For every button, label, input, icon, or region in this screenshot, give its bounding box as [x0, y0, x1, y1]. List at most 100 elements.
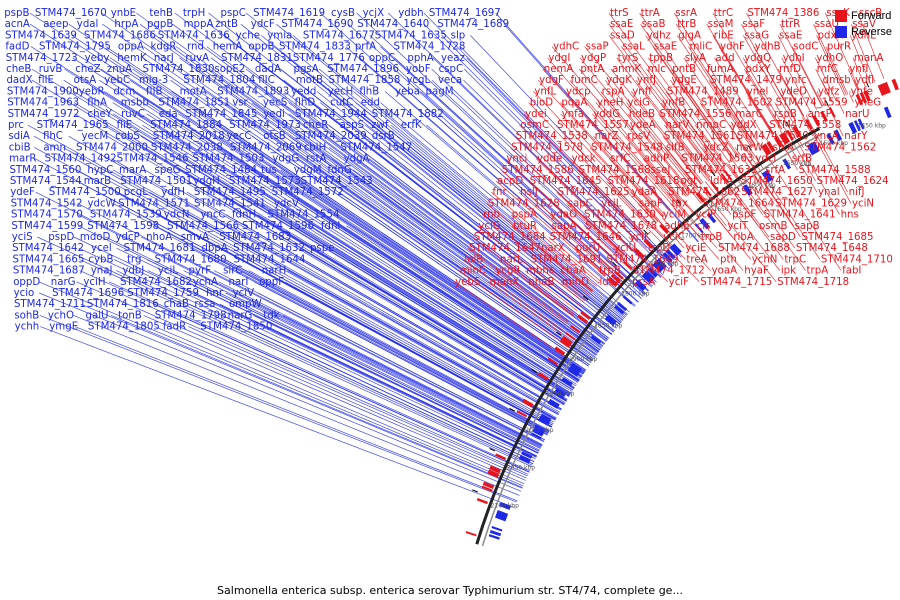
gene-label[interactable]: STM474_1639	[5, 30, 77, 41]
gene-label[interactable]: ompW	[229, 299, 262, 310]
gene-label[interactable]: ydbJ	[122, 266, 144, 277]
gene-label[interactable]: ydhL	[851, 30, 876, 41]
gene-label[interactable]: STM474_1492	[45, 154, 117, 165]
gene-label[interactable]: STM474_1544	[10, 176, 82, 187]
gene-label[interactable]: marA	[119, 165, 146, 176]
gene-label[interactable]: ydgP	[581, 53, 606, 64]
gene-label[interactable]: STM474_1588	[799, 165, 871, 176]
gene-label[interactable]: ydcF	[251, 19, 275, 30]
gene-label[interactable]: fdnH	[232, 210, 256, 221]
gene-label[interactable]: fdnI	[321, 221, 341, 232]
gene-label[interactable]: STM474_1670	[35, 8, 107, 19]
gene-label[interactable]: STM474_1586	[502, 165, 574, 176]
gene-label[interactable]: narG	[51, 277, 76, 288]
gene-label[interactable]: amn	[43, 142, 66, 153]
gene-label[interactable]: ydhC	[553, 42, 579, 53]
gene-label[interactable]: STM474_1501	[120, 176, 192, 187]
gene-label[interactable]: STM474_1640	[357, 19, 429, 30]
gene-label[interactable]: STM474_1540	[737, 131, 809, 142]
gene-label[interactable]: pyrF	[189, 266, 212, 277]
gene-label[interactable]: STM474_1495	[194, 187, 266, 198]
gene-label[interactable]: fliE	[117, 120, 133, 131]
gene-label[interactable]: STM474_1645	[530, 176, 602, 187]
gene-label[interactable]: chaA	[561, 266, 586, 277]
gene-label[interactable]: aeep	[43, 19, 68, 30]
gene-label[interactable]: prsA	[632, 277, 655, 288]
gene-label[interactable]: sapA	[552, 221, 577, 232]
gene-label[interactable]: ttrC	[714, 8, 733, 19]
gene-label[interactable]: ydei	[525, 109, 547, 120]
gene-label[interactable]: STM474_1596	[242, 221, 314, 232]
gene-label[interactable]: hemA	[213, 42, 243, 53]
gene-label[interactable]: dcm	[113, 86, 135, 97]
gene-label[interactable]: bioD	[530, 98, 554, 109]
gene-label[interactable]: trpC	[784, 254, 806, 265]
gene-label[interactable]: STM474_1557	[557, 120, 629, 131]
gene-label[interactable]: STM474_1696	[52, 288, 124, 299]
gene-label[interactable]: STM474_1503	[192, 154, 264, 165]
gene-label[interactable]: ydbh	[398, 8, 423, 19]
gene-label[interactable]: STM474_1619	[253, 8, 325, 19]
gene-label[interactable]: pspe	[310, 243, 335, 254]
gene-label[interactable]: yciK	[630, 232, 651, 243]
gene-label[interactable]: flhA	[87, 98, 107, 109]
gene-label[interactable]: STM474_1598	[87, 221, 159, 232]
gene-label[interactable]: ycjX	[363, 8, 384, 19]
gene-label[interactable]: pspB	[4, 8, 29, 19]
gene-label[interactable]: sopE2	[214, 64, 245, 75]
gene-label[interactable]: STM474_1649	[607, 254, 679, 265]
gene-label[interactable]: yciT	[727, 221, 748, 232]
gene-label[interactable]: ychN	[752, 254, 778, 265]
gene-label[interactable]: adhE	[664, 221, 690, 232]
gene-label[interactable]: ymia	[267, 30, 292, 41]
gene-label[interactable]: ydcl	[755, 154, 776, 165]
gene-label[interactable]: ruvA	[185, 53, 209, 64]
gene-label[interactable]: STM474_1893	[217, 86, 289, 97]
gene-label[interactable]: ssaP	[586, 42, 609, 53]
gene-label[interactable]: oppD	[13, 277, 40, 288]
gene-label[interactable]: ydcW	[87, 198, 115, 209]
gene-label[interactable]: STM474_1851	[158, 98, 230, 109]
gene-label[interactable]: cbiH	[304, 142, 327, 153]
gene-label[interactable]: ydfz	[818, 86, 839, 97]
gene-label[interactable]: cybB	[88, 254, 113, 265]
gene-label[interactable]: narG	[228, 310, 253, 321]
gene-label[interactable]: STM474_1682	[120, 277, 192, 288]
gene-label[interactable]: ydgA	[344, 154, 370, 165]
gene-label[interactable]: cls	[697, 221, 711, 232]
gene-label[interactable]: ydeA	[630, 120, 656, 131]
gene-label[interactable]: STM474_1628	[488, 198, 560, 209]
gene-label[interactable]: STM474_1538	[516, 131, 588, 142]
gene-label[interactable]: STM474_1559	[776, 98, 848, 109]
gene-label[interactable]: manX	[490, 277, 520, 288]
gene-label[interactable]: cheY	[87, 109, 112, 120]
gene-label[interactable]: STM474_1697	[429, 8, 501, 19]
gene-label[interactable]: ssaL	[622, 42, 645, 53]
gene-label[interactable]: narX	[541, 243, 565, 254]
gene-label[interactable]: STM474_1678	[585, 221, 657, 232]
gene-label[interactable]: osmC	[520, 120, 549, 131]
gene-label[interactable]: cutC	[330, 98, 353, 109]
gene-label[interactable]: ttrS	[610, 8, 629, 19]
gene-label[interactable]: yciP	[695, 210, 716, 221]
gene-label[interactable]: narV	[666, 120, 690, 131]
gene-label[interactable]: narL	[500, 254, 523, 265]
gene-label[interactable]: STM474_1686	[84, 30, 156, 41]
gene-label[interactable]: ydgF	[539, 75, 564, 86]
gene-label[interactable]: ymgE	[49, 322, 78, 333]
gene-label[interactable]: STM474_1631	[685, 165, 757, 176]
gene-label[interactable]: STM474_1624	[817, 176, 889, 187]
gene-label[interactable]: STM474_1963	[7, 98, 79, 109]
gene-label[interactable]: acpD	[497, 176, 523, 187]
gene-label[interactable]: STM474_1845	[185, 109, 257, 120]
gene-label[interactable]: fadR	[163, 322, 186, 333]
gene-label[interactable]: narW	[736, 142, 763, 153]
gene-label[interactable]: ogt	[680, 176, 697, 187]
gene-label[interactable]: STM474_1850	[200, 322, 272, 333]
gene-label[interactable]: fumA	[707, 64, 734, 75]
gene-label[interactable]: STM474_1632	[233, 243, 305, 254]
gene-label[interactable]: mig-3	[139, 75, 168, 86]
gene-label[interactable]: ydgG	[272, 154, 299, 165]
gene-label[interactable]: rnfC	[817, 64, 838, 75]
gene-label[interactable]: cspC	[439, 64, 464, 75]
